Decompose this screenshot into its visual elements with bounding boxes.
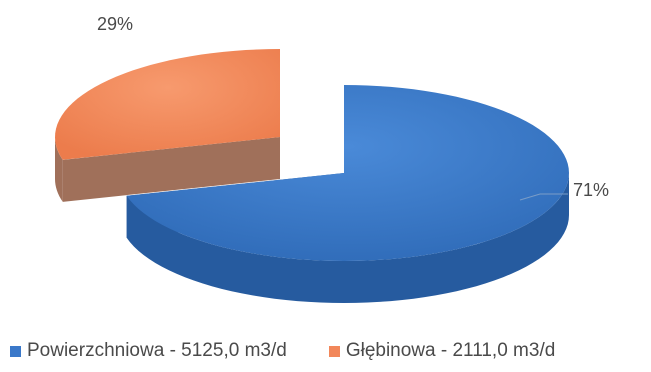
legend-label-glebinowa: Głębinowa - 2111,0 m3/d (345, 340, 556, 361)
data-label-powierzchniowa: 71% (573, 180, 609, 200)
legend-item-glebinowa: Głębinowa - 2111,0 m3/d (328, 340, 556, 362)
slice-wall-glebinowa-0 (62, 137, 281, 202)
legend-item-powierzchniowa: Powierzchniowa - 5125,0 m3/d (10, 340, 287, 362)
slice-glebinowa (55, 49, 281, 160)
legend-swatch-glebinowa (328, 345, 340, 357)
legend-label-powierzchniowa: Powierzchniowa - 5125,0 m3/d (27, 340, 287, 361)
slice-side-powierzchniowa (126, 173, 569, 303)
legend: Powierzchniowa - 5125,0 m3/d Głębinowa -… (10, 340, 555, 362)
slice-side-glebinowa (55, 137, 63, 202)
data-label-leader-powierzchniowa (519, 193, 568, 201)
slice-powierzchniowa (126, 85, 569, 261)
legend-swatch-powierzchniowa (10, 345, 21, 357)
data-label-glebinowa: 29% (97, 14, 133, 34)
